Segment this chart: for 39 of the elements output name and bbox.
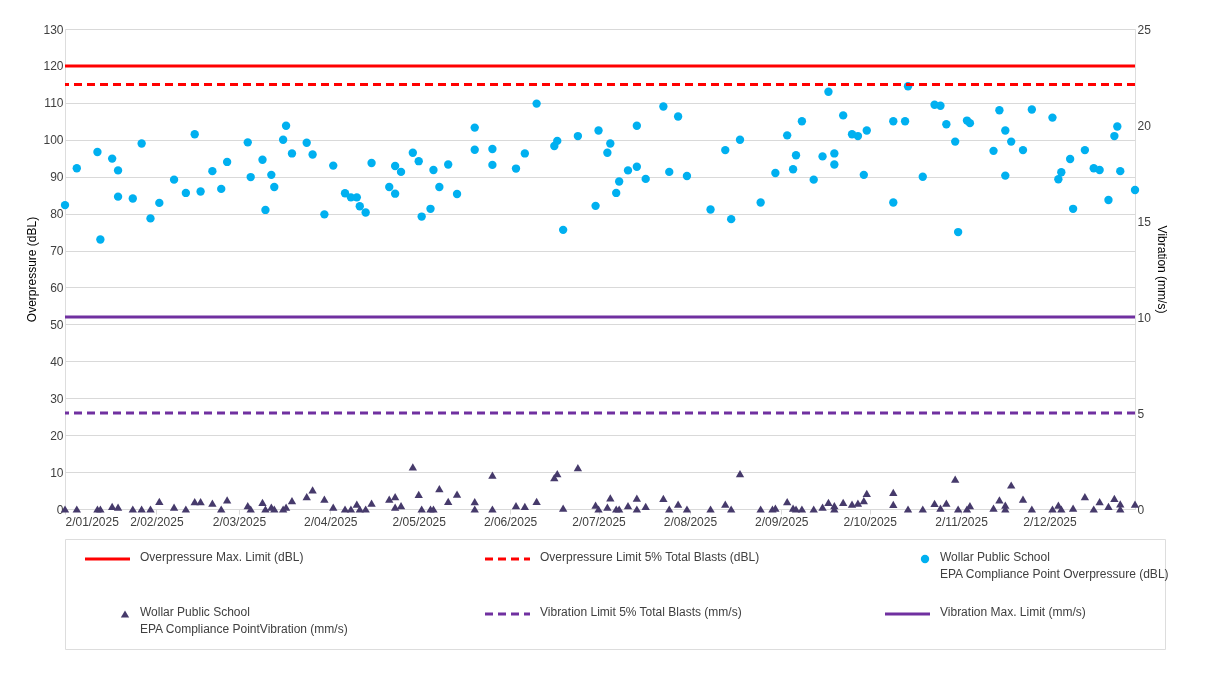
x-tick-label: 2/05/2025 [392, 514, 447, 529]
y2-tick-label: 25 [1137, 22, 1152, 37]
y-tick-label: 60 [50, 280, 64, 295]
y2-tick-label: 0 [1137, 502, 1145, 517]
y-tick-label: 100 [43, 133, 64, 148]
x-tick-label: 2/08/2025 [663, 514, 718, 529]
y-tick-label: 70 [50, 244, 64, 259]
legend-label: Wollar Public School EPA Compliance PointVibration (mm/s) [140, 605, 348, 636]
y-tick-label: 130 [43, 22, 64, 37]
y-tick-label: 110 [44, 96, 64, 111]
x-tick-label: 2/11/2025 [935, 514, 989, 529]
x-tick-label: 2/03/2025 [212, 514, 267, 529]
y-tick-label: 30 [50, 391, 64, 406]
legend-label: Overpressure Max. Limit (dBL) [140, 550, 304, 564]
y2-axis-title: Vibration (mm/s) [1154, 225, 1169, 314]
y-axis-title: Overpressure (dBL) [25, 216, 40, 323]
x-tick-label: 2/01/2025 [65, 514, 120, 529]
legend-label: Wollar Public School EPA Compliance Point Overpressure (dBL) [940, 550, 1169, 581]
y-tick-label: 50 [50, 317, 64, 332]
x-tick-label: 2/12/2025 [1023, 514, 1078, 529]
x-tick-label: 2/07/2025 [572, 514, 627, 529]
y-tick-label: 90 [50, 170, 64, 185]
y-tick-label: 10 [50, 465, 64, 480]
y-tick-label: 40 [50, 354, 64, 369]
y-tick-label: 120 [43, 59, 64, 74]
y2-tick-label: 15 [1137, 214, 1152, 229]
legend-label: Vibration Limit 5% Total Blasts (mm/s) [540, 605, 742, 619]
x-tick-label: 2/04/2025 [304, 514, 358, 529]
y2-tick-label: 20 [1137, 118, 1152, 133]
y2-tick-label: 5 [1137, 406, 1145, 421]
y-tick-label: 80 [50, 207, 64, 222]
x-tick-label: 2/06/2025 [483, 514, 538, 529]
x-tick-label: 2/10/2025 [843, 514, 898, 529]
x-tick-label: 2/09/2025 [755, 514, 809, 529]
x-tick-label: 2/02/2025 [130, 514, 184, 529]
y2-tick-label: 10 [1137, 310, 1152, 325]
legend-label: Vibration Max. Limit (mm/s) [940, 605, 1086, 619]
legend-label: Overpressure Limit 5% Total Blasts (dBL) [540, 550, 760, 564]
y-tick-label: 20 [50, 428, 64, 443]
